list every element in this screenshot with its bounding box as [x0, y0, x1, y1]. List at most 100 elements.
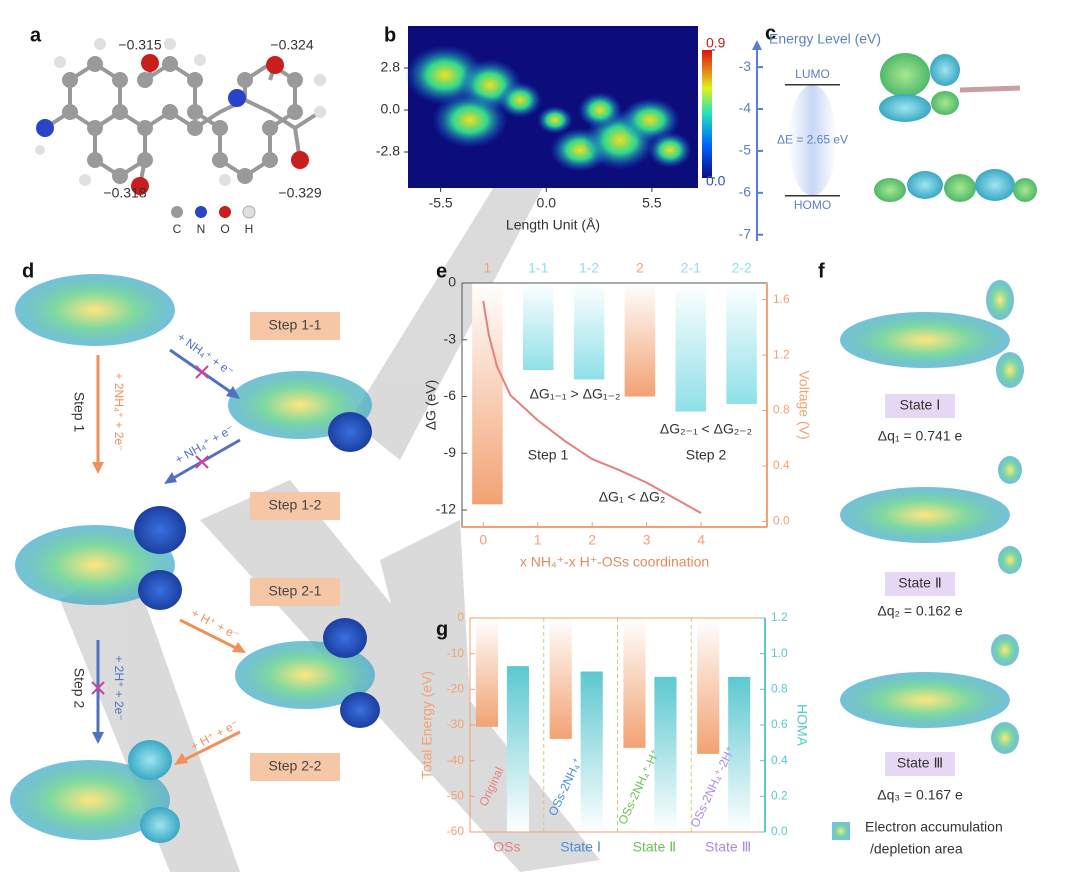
category-label: 2-2	[731, 260, 751, 276]
panel-label: b	[384, 24, 396, 46]
category-label: OSs	[493, 839, 520, 855]
step-label: Step 1-1	[269, 317, 322, 333]
bar	[726, 283, 757, 405]
level-label: LUMO	[795, 67, 830, 81]
y2-tick-label: 1.0	[771, 646, 788, 660]
y-tick-label: 0	[448, 274, 456, 290]
state-label: State Ⅱ	[898, 575, 941, 591]
panel-label: e	[436, 260, 447, 282]
potential-maps	[10, 274, 380, 843]
step-boxes	[250, 312, 340, 781]
y2-tick-label: 1.6	[773, 292, 790, 306]
x-axis-label: Length Unit (Å)	[506, 217, 600, 233]
orbital-image	[874, 53, 1037, 202]
y-tick-label: 0.0	[381, 101, 401, 117]
density-blob	[620, 98, 680, 142]
annotation: Step 2	[686, 447, 727, 463]
homa-bar	[506, 666, 529, 832]
x-tick-label: 3	[643, 532, 651, 548]
stage-label: Step 1	[71, 392, 87, 433]
colorbar-label: 0.9	[706, 35, 726, 51]
charge-transfer: Δq₃ = 0.167 e	[877, 787, 963, 803]
charge-density	[840, 280, 1024, 754]
homa-bar	[580, 671, 603, 832]
homa-bar	[728, 676, 751, 832]
bar	[472, 283, 503, 505]
x-tick-label: -5.5	[429, 195, 453, 211]
y-tick-label: 0	[457, 610, 464, 624]
y-tick-label: -50	[447, 789, 465, 803]
annotation: ΔG₂₋₁ < ΔG₂₋₂	[660, 421, 752, 437]
y-tick-label: -4	[739, 100, 752, 116]
energy-bar	[549, 618, 572, 739]
step-label: Step 1-2	[269, 497, 322, 513]
y-tick-label: -9	[444, 444, 457, 460]
density-blob	[578, 92, 622, 128]
level-label: HOMO	[794, 198, 831, 212]
reagent-label: + 2NH₄⁺ + 2e⁻	[112, 373, 126, 452]
panel-label: c	[765, 22, 776, 44]
category-label: State Ⅱ	[633, 839, 676, 855]
bar	[573, 283, 605, 380]
category-label: State Ⅲ	[705, 839, 751, 855]
atoms	[35, 38, 326, 195]
y-tick-label: -20	[447, 682, 465, 696]
y-tick-label: -12	[436, 501, 456, 517]
charge-label: −0.318	[103, 185, 146, 201]
y2-tick-label: 0.0	[773, 514, 790, 528]
charge-label: −0.315	[118, 37, 161, 53]
energy-bar	[623, 618, 646, 748]
x-tick-label: 1	[534, 532, 542, 548]
density-blob	[498, 82, 542, 118]
legend-label: /depletion area	[870, 841, 963, 857]
molecule	[43, 61, 322, 186]
annotation: Step 1	[528, 447, 569, 463]
bar	[523, 283, 554, 371]
annotation: ΔE = 2.65 eV	[777, 132, 848, 146]
category-label: 1-2	[579, 260, 599, 276]
category-label: 2	[636, 260, 644, 276]
axis-arrow	[752, 40, 762, 50]
x-tick-label: 0	[479, 532, 487, 548]
y-tick-label: -30	[447, 717, 465, 731]
category-label: 2-1	[681, 260, 701, 276]
y-tick-label: -10	[447, 646, 465, 660]
x-tick-label: 4	[697, 532, 705, 548]
energy-bar	[475, 618, 499, 727]
y-tick-label: -6	[739, 184, 752, 200]
y2-tick-label: 0.4	[771, 753, 788, 767]
y-axis-label: Total Energy (eV)	[419, 671, 435, 779]
state-label: State Ⅲ	[897, 755, 943, 771]
annotation: ΔG₁ < ΔG₂	[599, 489, 666, 505]
y-tick-label: -60	[447, 824, 465, 838]
y2-axis-label: Voltage (V)	[796, 370, 812, 439]
chart-title: Energy Level (eV)	[769, 31, 881, 47]
legend-label: H	[245, 222, 254, 236]
y2-axis-label: HOMA	[794, 704, 810, 747]
atom-legend	[171, 205, 256, 219]
y-tick-label: -6	[444, 387, 457, 403]
y2-tick-label: 0.8	[771, 682, 788, 696]
bar-label: OSs-2NH₄⁺	[546, 755, 585, 818]
y2-tick-label: 0.4	[773, 458, 790, 472]
y-tick-label: -5	[739, 142, 752, 158]
category-label: 1	[484, 260, 492, 276]
charge-transfer: Δq₁ = 0.741 e	[878, 428, 963, 444]
bar	[624, 283, 656, 397]
panel-label: f	[818, 260, 825, 282]
charge-label: −0.329	[278, 185, 321, 201]
gap-ellipse	[788, 84, 837, 196]
category-label: 1-1	[528, 260, 548, 276]
colorbar	[702, 50, 712, 178]
category-label: State Ⅰ	[560, 839, 601, 855]
voltage-line	[482, 300, 702, 515]
y-tick-label: -7	[739, 225, 752, 241]
annotation: ΔG₁₋₁ > ΔG₁₋₂	[530, 386, 621, 402]
y-tick-label: -40	[447, 753, 465, 767]
panel-label: g	[436, 618, 448, 640]
y2-tick-label: 0.8	[773, 403, 790, 417]
reagent-label: + 2H⁺ + 2e⁻	[112, 655, 126, 720]
legend-swatch	[832, 822, 850, 840]
panel-label: d	[22, 260, 34, 282]
